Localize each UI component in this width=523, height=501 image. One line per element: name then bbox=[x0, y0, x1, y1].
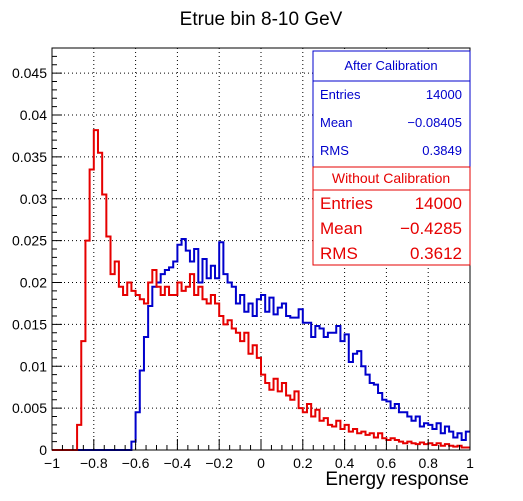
x-axis: −1 −0.8 −0.6 −0.4 −0.2 0 0.2 0.4 0.6 0.8 1 bbox=[44, 439, 474, 471]
stats-box-after: After Calibration Entries 14000 Mean −0.… bbox=[312, 50, 471, 168]
x-tick-label: −1 bbox=[44, 455, 60, 471]
series-after-calibration bbox=[52, 237, 470, 451]
x-tick-label: 0.8 bbox=[418, 455, 438, 471]
stats-without-rms-label: RMS bbox=[320, 244, 358, 263]
y-tick-label: 0.045 bbox=[12, 65, 47, 81]
x-tick-label: 0 bbox=[257, 455, 265, 471]
series-without-calibration bbox=[52, 129, 470, 451]
y-tick-label: 0.04 bbox=[20, 107, 47, 123]
stats-after-rms-value: 0.3849 bbox=[422, 143, 462, 158]
y-tick-label: 0.025 bbox=[12, 233, 47, 249]
y-axis: 0 0.005 0.01 0.015 0.02 0.025 0.03 0.035 0.04 0.0… bbox=[12, 47, 62, 458]
y-tick-label: 0 bbox=[39, 442, 47, 458]
stats-without-title: Without Calibration bbox=[332, 170, 450, 186]
x-tick-label: 1 bbox=[466, 455, 474, 471]
x-tick-label: 0.2 bbox=[293, 455, 313, 471]
stats-after-mean-label: Mean bbox=[320, 115, 353, 130]
stats-after-title: After Calibration bbox=[344, 58, 437, 73]
x-tick-label: −0.6 bbox=[122, 455, 150, 471]
stats-after-rms-label: RMS bbox=[320, 143, 349, 158]
chart-title: Etrue bin 8-10 GeV bbox=[180, 9, 343, 30]
y-tick-label: 0.035 bbox=[12, 149, 47, 165]
histogram-series bbox=[52, 129, 470, 451]
stats-box-without: Without Calibration Entries 14000 Mean −… bbox=[312, 166, 471, 266]
y-tick-label: 0.015 bbox=[12, 316, 47, 332]
y-tick-label: 0.03 bbox=[20, 191, 47, 207]
y-tick-label: 0.02 bbox=[20, 275, 47, 291]
stats-without-rms-value: 0.3612 bbox=[410, 244, 462, 263]
stats-without-mean-label: Mean bbox=[320, 219, 363, 238]
y-tick-label: 0.005 bbox=[12, 400, 47, 416]
x-tick-label: −0.2 bbox=[205, 455, 233, 471]
stats-without-entries-label: Entries bbox=[320, 194, 373, 213]
stats-after-mean-value: −0.08405 bbox=[407, 115, 462, 130]
x-axis-label: Energy response bbox=[325, 469, 469, 490]
x-tick-label: 0.6 bbox=[377, 455, 397, 471]
stats-without-entries-value: 14000 bbox=[415, 194, 462, 213]
x-tick-label: 0.4 bbox=[335, 455, 355, 471]
stats-after-entries-label: Entries bbox=[320, 87, 361, 102]
stats-without-mean-value: −0.4285 bbox=[400, 219, 462, 238]
x-tick-label: −0.8 bbox=[80, 455, 108, 471]
x-tick-label: −0.4 bbox=[164, 455, 192, 471]
y-tick-label: 0.01 bbox=[20, 358, 47, 374]
stats-after-entries-value: 14000 bbox=[426, 87, 462, 102]
